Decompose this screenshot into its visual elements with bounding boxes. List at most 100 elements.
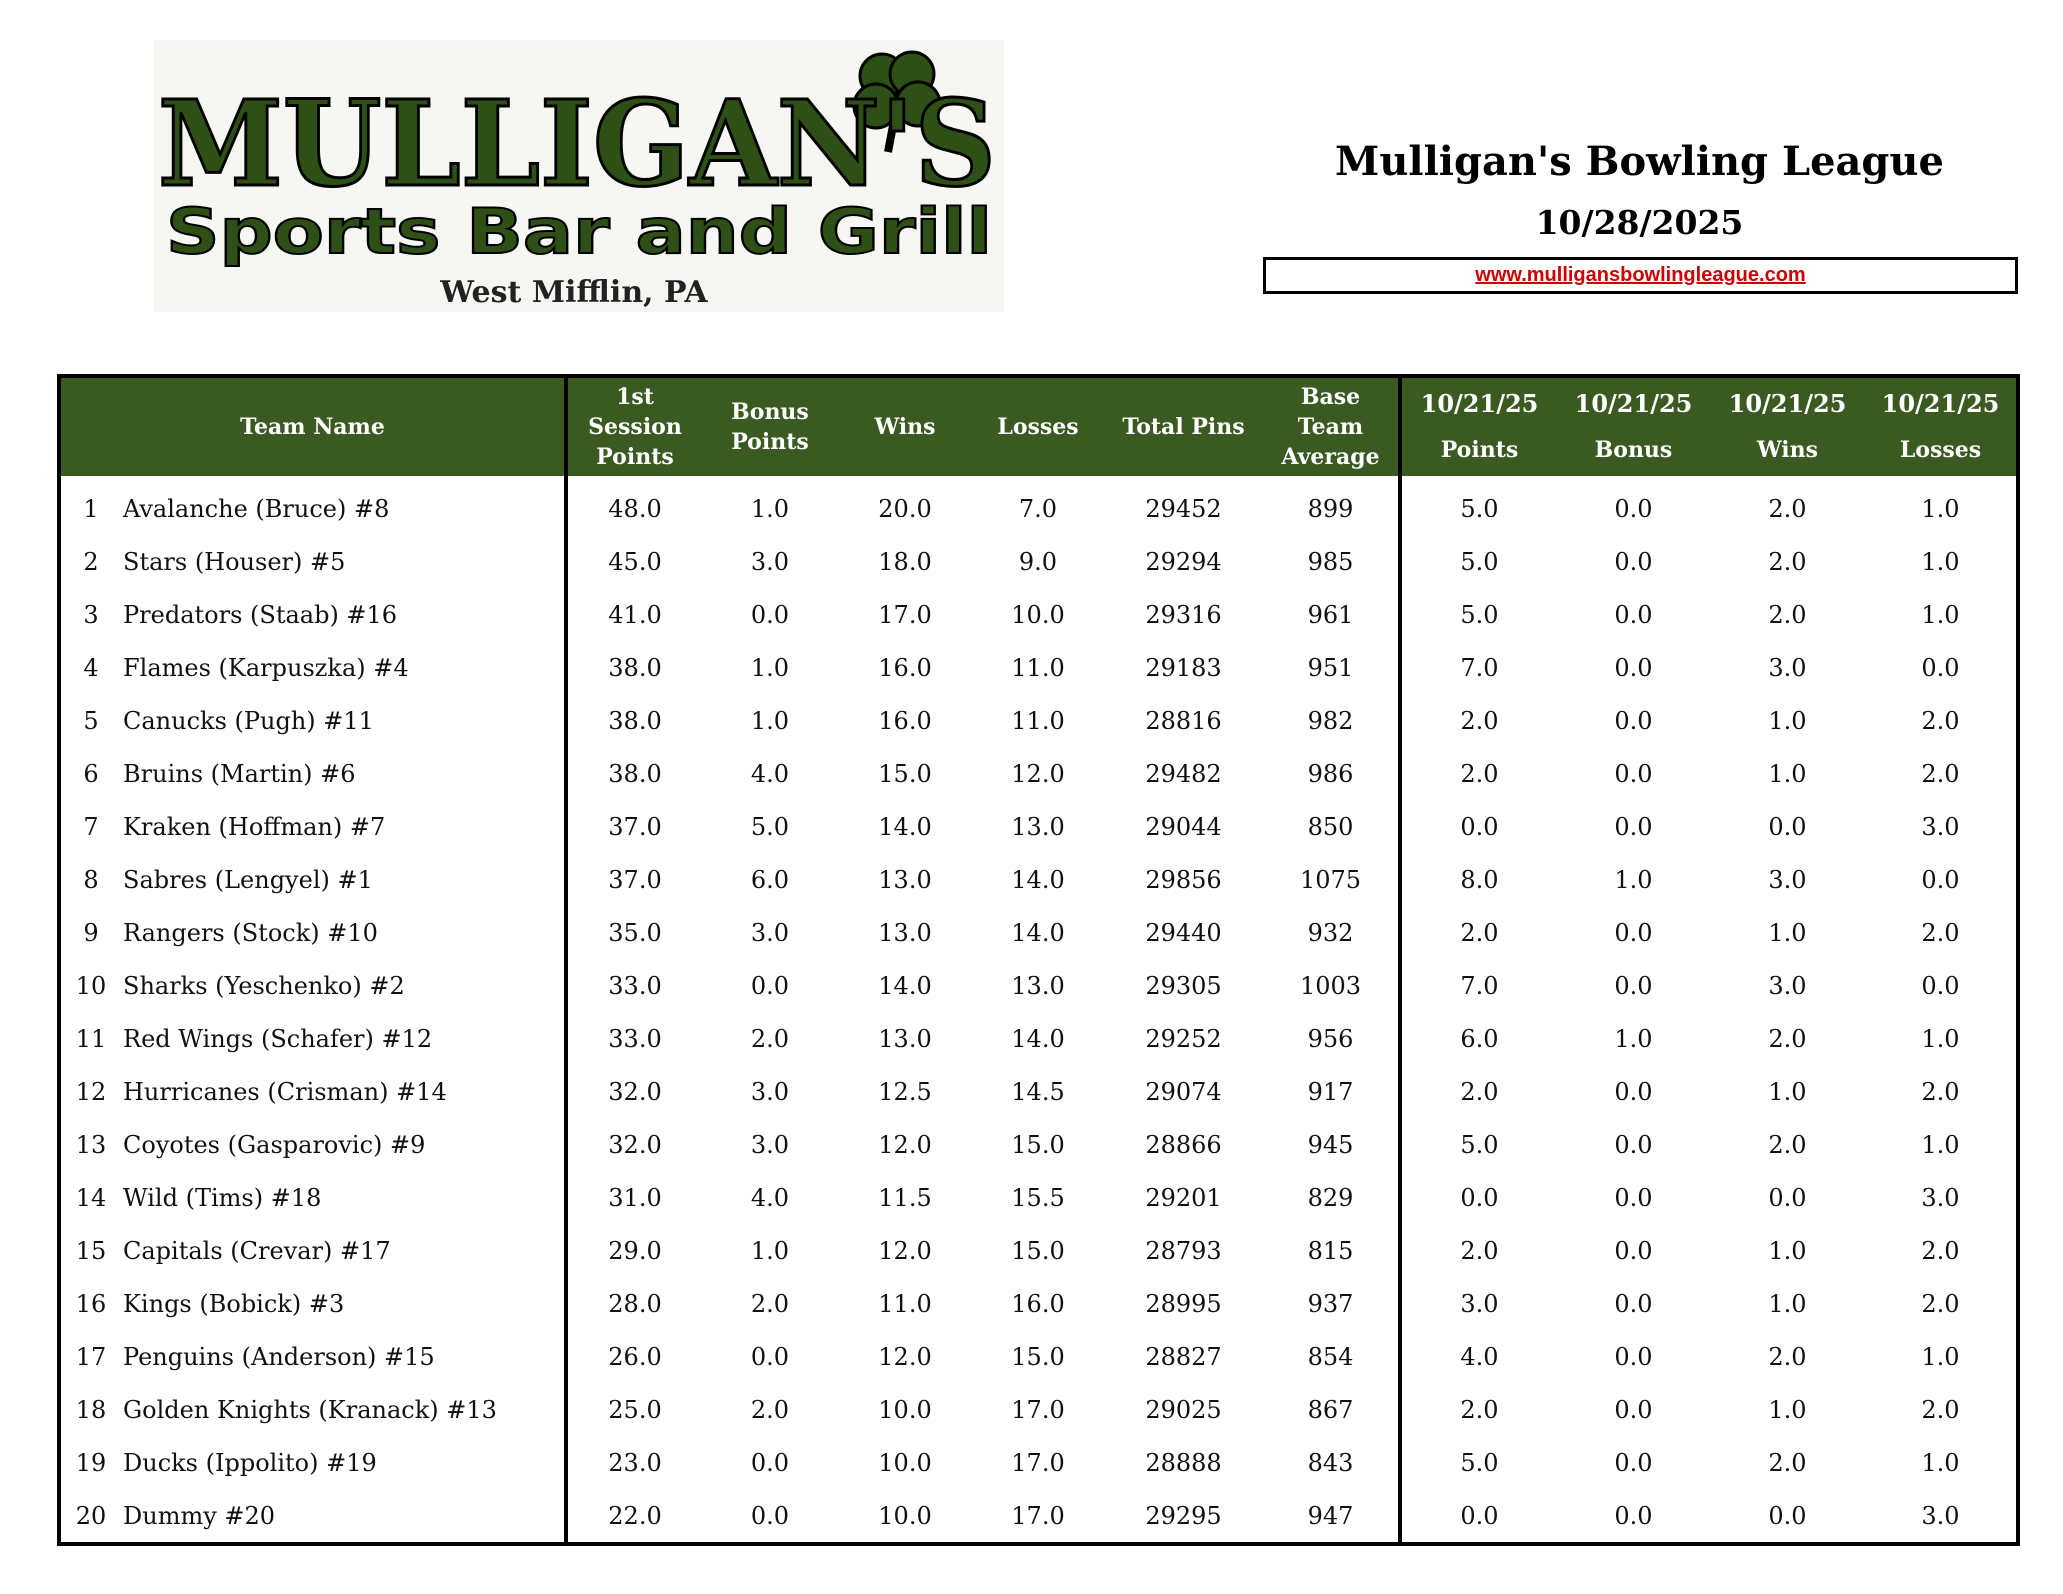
stat-cell: 1.0 xyxy=(1768,706,1807,735)
stat-cell: 38.0 xyxy=(608,706,662,735)
report-date: 10/28/2025 xyxy=(1535,203,1744,242)
stat-cell: 0.0 xyxy=(1614,971,1653,1000)
stat-cell: 16.0 xyxy=(1011,1289,1065,1318)
logo: MULLIGAN'S Sports Bar and Grill West Mif… xyxy=(154,40,1004,312)
rank: 10 xyxy=(75,971,107,1000)
stat-cell: 4.0 xyxy=(750,1183,790,1212)
stat-cell: 28995 xyxy=(1145,1289,1222,1318)
stat-cell: 982 xyxy=(1263,694,1402,747)
team-name: Bruins (Martin) #6 xyxy=(121,747,568,800)
stat-cell: 29074 xyxy=(1145,1077,1222,1106)
team-name: Red Wings (Schafer) #12 xyxy=(121,1012,568,1065)
stat-cell: 1.0 xyxy=(1768,918,1807,947)
table-body: 1 Avalanche (Bruce) #8 48.0 1.0 20.0 7.0 29452… xyxy=(59,476,2018,1544)
stat-cell: 951 xyxy=(1263,641,1402,694)
stat-cell: 29294 xyxy=(1145,547,1222,576)
stat-cell: 1.0 xyxy=(750,653,790,682)
stat-cell: 1.0 xyxy=(1921,1024,1960,1053)
team-row: 17 Penguins (Anderson) #15 26.0 0.0 12.0 15.0… xyxy=(59,1330,2018,1383)
stat-cell: 1.0 xyxy=(1921,547,1960,576)
stat-cell: 29252 xyxy=(1145,1024,1222,1053)
website-link[interactable]: www.mulligansbowlingleague.com xyxy=(1475,264,1806,286)
logo-name: MULLIGAN'S xyxy=(158,74,996,213)
stat-cell: 15.0 xyxy=(878,759,932,788)
stat-cell: 1.0 xyxy=(750,1236,790,1265)
stat-cell: 0.0 xyxy=(1768,812,1807,841)
stat-cell: 0.0 xyxy=(750,971,790,1000)
team-name: Kings (Bobick) #3 xyxy=(121,1277,568,1330)
column-header: 10/21/25 Points xyxy=(1400,376,1557,476)
stat-cell: 29.0 xyxy=(608,1236,662,1265)
stat-cell: 12.0 xyxy=(878,1342,932,1371)
rank: 19 xyxy=(75,1448,107,1477)
stat-cell: 28793 xyxy=(1145,1236,1222,1265)
stat-cell: 22.0 xyxy=(608,1501,662,1530)
stat-cell: 28.0 xyxy=(608,1289,662,1318)
rank: 20 xyxy=(75,1501,107,1530)
stat-cell: 2.0 xyxy=(1460,1236,1499,1265)
header-row: Team Name 1st Session Points Bonus Points Wins… xyxy=(59,376,2018,476)
team-name: Predators (Staab) #16 xyxy=(121,588,568,641)
rank: 13 xyxy=(75,1130,107,1159)
stat-cell: 14.5 xyxy=(1011,1077,1065,1106)
team-name: Dummy #20 xyxy=(121,1489,568,1544)
team-row: 16 Kings (Bobick) #3 28.0 2.0 11.0 16.0 28995 9… xyxy=(59,1277,2018,1330)
team-row: 12 Hurricanes (Crisman) #14 32.0 3.0 12.5 14.… xyxy=(59,1065,2018,1118)
stat-cell: 0.0 xyxy=(1921,653,1960,682)
stat-cell: 1.0 xyxy=(1768,1077,1807,1106)
stat-cell: 815 xyxy=(1263,1224,1402,1277)
stat-cell: 29316 xyxy=(1145,600,1222,629)
stat-cell: 11.5 xyxy=(878,1183,932,1212)
stat-cell: 2.0 xyxy=(1921,1077,1960,1106)
stat-cell: 10.0 xyxy=(878,1501,932,1530)
stat-cell: 5.0 xyxy=(1460,600,1499,629)
stat-cell: 0.0 xyxy=(1614,1448,1653,1477)
stat-cell: 0.0 xyxy=(1614,1130,1653,1159)
stat-cell: 12.0 xyxy=(1011,759,1065,788)
shamrock xyxy=(852,50,942,153)
team-row: 13 Coyotes (Gasparovic) #9 32.0 3.0 12.0 15.0… xyxy=(59,1118,2018,1171)
stat-cell: 0.0 xyxy=(1614,653,1653,682)
stat-cell: 13.0 xyxy=(1011,971,1065,1000)
header-line: Wins xyxy=(874,414,936,440)
stat-cell: 2.0 xyxy=(1768,1342,1807,1371)
stat-cell: 29044 xyxy=(1145,812,1222,841)
team-name: Wild (Tims) #18 xyxy=(121,1171,568,1224)
stat-cell: 2.0 xyxy=(750,1289,790,1318)
url-box: www.mulligansbowlingleague.com xyxy=(1263,257,2018,294)
stat-cell: 13.0 xyxy=(878,1024,932,1053)
stat-cell: 14.0 xyxy=(878,971,932,1000)
stat-cell: 3.0 xyxy=(750,547,790,576)
team-name: Canucks (Pugh) #11 xyxy=(121,694,568,747)
stat-cell: 16.0 xyxy=(878,706,932,735)
stat-cell: 14.0 xyxy=(878,812,932,841)
logo-location: West Mifflin, PA xyxy=(439,275,708,310)
stat-cell: 28866 xyxy=(1145,1130,1222,1159)
team-row: 20 Dummy #20 22.0 0.0 10.0 17.0 29295 947 0.0 0.0… xyxy=(59,1489,2018,1544)
stat-cell: 29482 xyxy=(1145,759,1222,788)
stat-cell: 0.0 xyxy=(1614,1342,1653,1371)
stat-cell: 0.0 xyxy=(1614,1236,1653,1265)
stat-cell: 0.0 xyxy=(1614,1395,1653,1424)
rank: 5 xyxy=(83,706,99,735)
stat-cell: 843 xyxy=(1263,1436,1402,1489)
stat-cell: 29201 xyxy=(1145,1183,1222,1212)
header-line: Bonus xyxy=(731,399,809,425)
rank: 7 xyxy=(83,812,99,841)
header-line: Wins xyxy=(1756,437,1819,463)
stat-cell: 3.0 xyxy=(1921,812,1960,841)
header-line: 10/21/25 xyxy=(1574,389,1693,418)
stat-cell: 0.0 xyxy=(1460,812,1499,841)
team-row: 10 Sharks (Yeschenko) #2 33.0 0.0 14.0 13.0 29… xyxy=(59,959,2018,1012)
team-name: Avalanche (Bruce) #8 xyxy=(121,476,568,535)
stat-cell: 850 xyxy=(1263,800,1402,853)
rank: 2 xyxy=(83,547,99,576)
rank: 4 xyxy=(83,653,99,682)
stat-cell: 829 xyxy=(1263,1171,1402,1224)
stat-cell: 7.0 xyxy=(1460,653,1499,682)
stat-cell: 917 xyxy=(1263,1065,1402,1118)
stat-cell: 947 xyxy=(1263,1489,1402,1544)
stat-cell: 9.0 xyxy=(1018,547,1058,576)
stat-cell: 0.0 xyxy=(1614,706,1653,735)
